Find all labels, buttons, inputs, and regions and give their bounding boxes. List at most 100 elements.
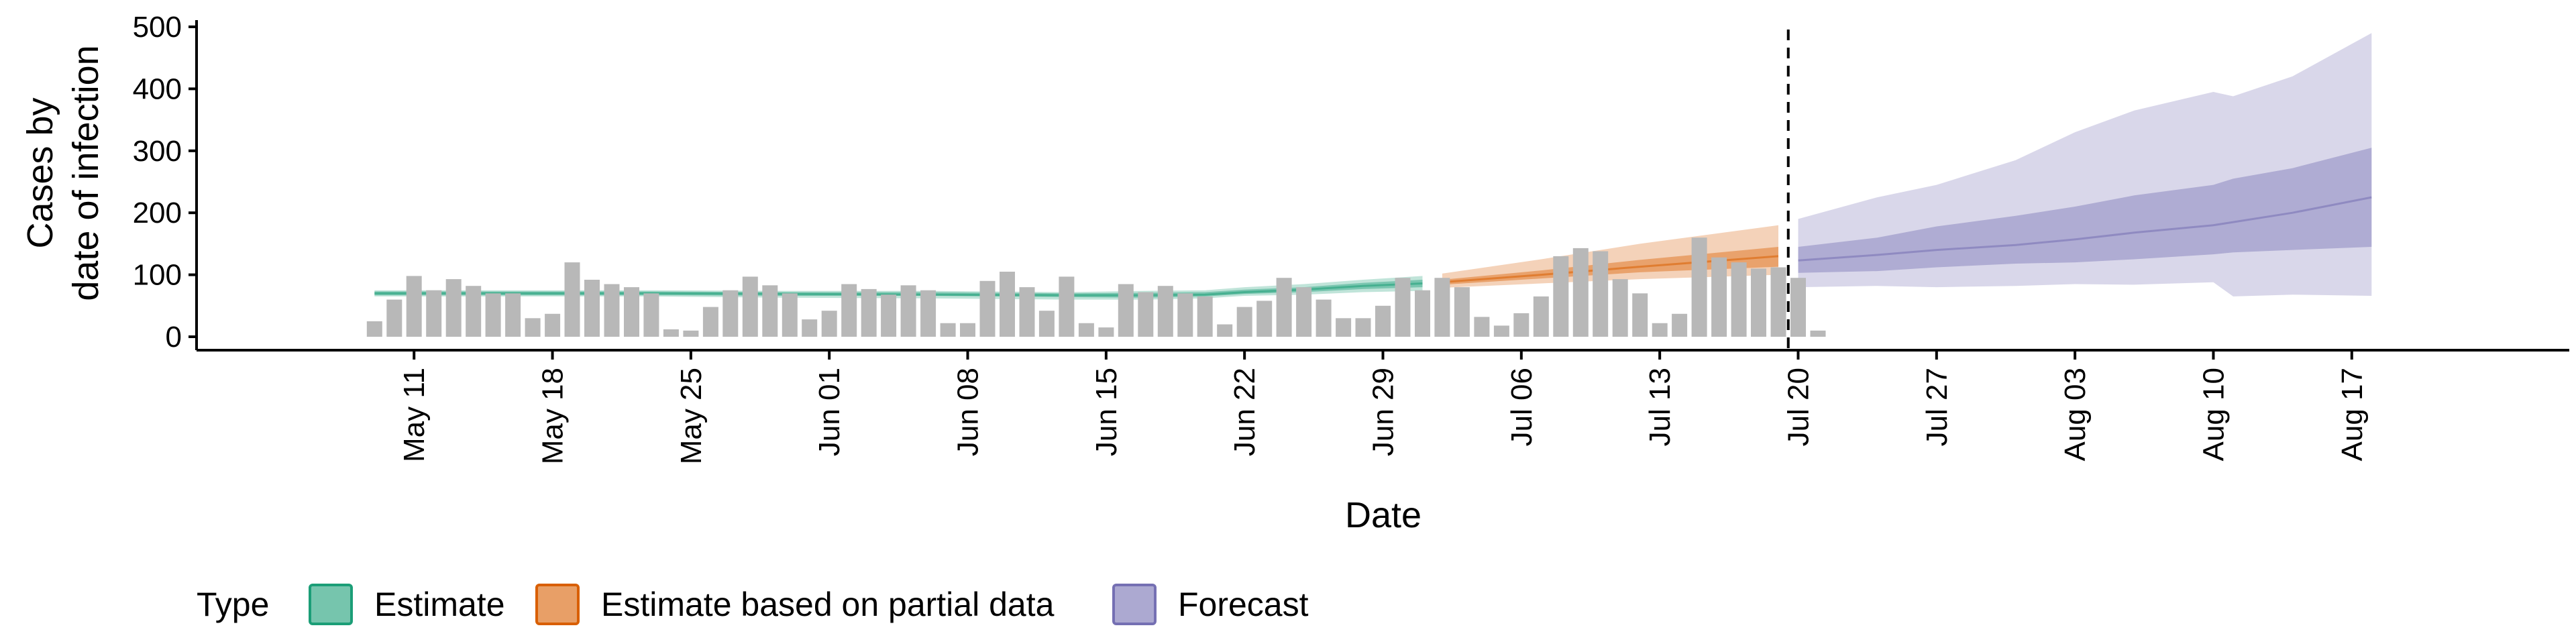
case-bar bbox=[1434, 278, 1450, 337]
y-tick-label: 400 bbox=[133, 72, 182, 105]
case-bar bbox=[1296, 287, 1312, 337]
x-tick-label: Jul 13 bbox=[1644, 368, 1676, 446]
case-bar bbox=[1415, 290, 1430, 337]
case-bar bbox=[1593, 251, 1609, 337]
case-bar bbox=[1572, 248, 1589, 337]
legend-key-estimate-based-on-partial-data bbox=[535, 584, 580, 625]
case-bar bbox=[643, 293, 659, 337]
case-bar bbox=[1493, 325, 1509, 337]
case-bar bbox=[782, 293, 798, 337]
case-bar bbox=[1790, 278, 1806, 337]
case-bar bbox=[1316, 299, 1332, 337]
case-bar bbox=[881, 294, 897, 337]
case-bar bbox=[386, 299, 402, 337]
case-bar bbox=[821, 311, 837, 337]
case-bar bbox=[1118, 284, 1134, 337]
x-tick-label: Aug 03 bbox=[2059, 368, 2092, 461]
case-bar bbox=[445, 279, 462, 337]
y-tick-label: 200 bbox=[133, 197, 182, 229]
x-tick-label: Aug 17 bbox=[2336, 368, 2369, 461]
case-bar bbox=[1078, 323, 1094, 337]
case-bar bbox=[1454, 287, 1470, 337]
y-axis-title-line2: date of infection bbox=[66, 45, 106, 301]
case-bar bbox=[466, 286, 482, 337]
case-bar bbox=[1336, 318, 1352, 337]
case-bar bbox=[1375, 305, 1391, 337]
case-bar bbox=[683, 330, 699, 337]
case-bar bbox=[1197, 296, 1213, 337]
case-bar bbox=[663, 329, 679, 337]
x-tick-label: Jul 27 bbox=[1921, 368, 1953, 446]
legend-label-estimate: Estimate bbox=[374, 586, 505, 623]
case-bar bbox=[1355, 318, 1371, 337]
case-bars bbox=[366, 237, 1826, 337]
case-bar bbox=[1632, 293, 1648, 337]
case-bar bbox=[406, 276, 422, 337]
y-tick-label: 300 bbox=[133, 135, 182, 168]
y-tick-label: 0 bbox=[166, 321, 182, 354]
case-bar bbox=[1731, 262, 1747, 337]
x-tick-label: May 18 bbox=[537, 368, 570, 464]
case-bar bbox=[1810, 330, 1826, 337]
case-bar bbox=[1751, 268, 1766, 337]
x-tick-label: May 25 bbox=[675, 368, 708, 464]
forecast-median-line bbox=[1798, 196, 2372, 262]
case-bar bbox=[920, 290, 936, 337]
case-bar bbox=[1652, 323, 1668, 337]
estimate-bands bbox=[374, 33, 2372, 300]
legend-title: Type bbox=[197, 586, 269, 623]
estimate-based-on-partial-data-median-line bbox=[1442, 255, 1779, 284]
y-axis-title-line1: Cases by bbox=[20, 97, 60, 248]
x-tick-label: Jun 29 bbox=[1367, 368, 1400, 456]
case-bar bbox=[1513, 313, 1529, 337]
case-bar bbox=[722, 290, 739, 337]
case-bar bbox=[1395, 278, 1411, 337]
case-bar bbox=[604, 284, 620, 337]
case-bar bbox=[1177, 293, 1193, 337]
x-tick-label: Jul 20 bbox=[1782, 368, 1815, 446]
legend: Type Estimate Estimate based on partial da… bbox=[197, 584, 1309, 625]
case-bar bbox=[900, 285, 916, 337]
case-bar bbox=[1474, 317, 1490, 337]
forecast-inner-band bbox=[1798, 148, 2372, 273]
case-bar bbox=[564, 262, 580, 337]
x-tick-label: Jun 22 bbox=[1228, 368, 1261, 456]
y-tick-label: 100 bbox=[133, 259, 182, 292]
case-bar bbox=[841, 284, 857, 337]
forecast-outer-band bbox=[1798, 33, 2372, 297]
case-bar bbox=[1770, 267, 1786, 337]
case-bar bbox=[545, 313, 561, 337]
case-bar bbox=[1672, 313, 1688, 337]
case-bar bbox=[426, 290, 442, 337]
estimate-outer-band bbox=[374, 276, 1423, 300]
x-tick-label: May 11 bbox=[398, 368, 431, 462]
case-bar bbox=[979, 280, 996, 337]
case-bar bbox=[861, 288, 877, 337]
case-bar bbox=[366, 321, 382, 337]
case-bar bbox=[1138, 292, 1154, 337]
case-bar bbox=[1098, 327, 1114, 337]
case-bar bbox=[960, 323, 975, 337]
case-bar bbox=[485, 293, 501, 337]
x-tick-label: Jun 08 bbox=[952, 368, 985, 456]
case-bar bbox=[1236, 307, 1252, 337]
case-bar bbox=[742, 276, 758, 337]
case-bar bbox=[1691, 237, 1707, 337]
case-bar bbox=[1217, 324, 1233, 337]
axes: 0 100 200 300 400 500 May 11 May 18 May 25 Jun 01… bbox=[133, 11, 2569, 464]
case-bar bbox=[1612, 279, 1628, 337]
legend-key-forecast bbox=[1112, 584, 1157, 625]
x-axis-title: Date bbox=[1345, 495, 1421, 535]
case-bar bbox=[1256, 301, 1273, 337]
case-bar bbox=[702, 307, 718, 337]
case-bar bbox=[940, 323, 956, 337]
case-bar bbox=[802, 319, 818, 337]
x-tick-label: Jun 15 bbox=[1090, 368, 1123, 456]
y-tick-label: 500 bbox=[133, 11, 182, 44]
case-bar bbox=[1059, 276, 1075, 337]
x-tick-label: Jun 01 bbox=[813, 368, 846, 456]
legend-label-forecast: Forecast bbox=[1178, 586, 1309, 623]
legend-key-estimate bbox=[309, 584, 353, 625]
case-bar bbox=[1019, 287, 1035, 337]
